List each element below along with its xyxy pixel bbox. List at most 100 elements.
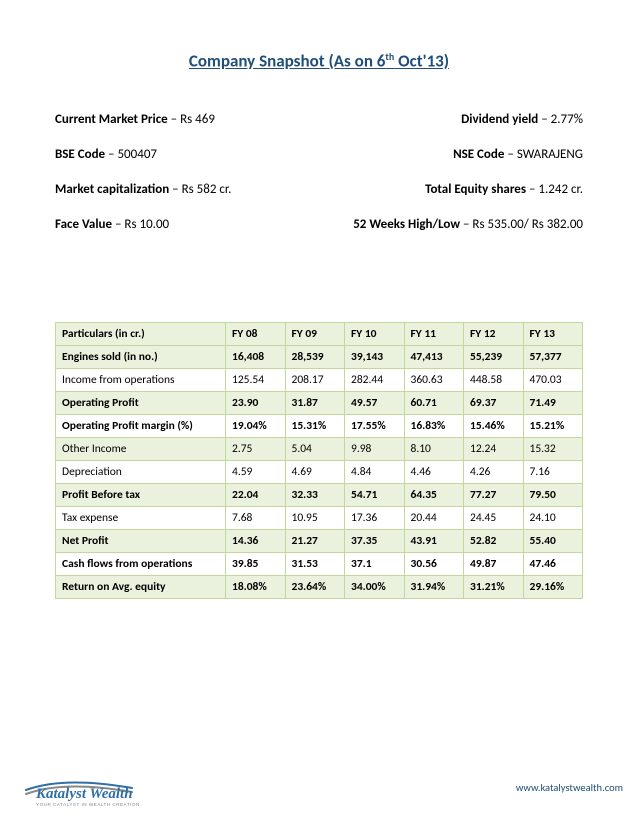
table-cell: 4.84 bbox=[345, 460, 405, 483]
summary-label: 52 Weeks High/Low bbox=[353, 217, 460, 232]
table-cell: Operating Profit margin (%) bbox=[56, 414, 226, 437]
table-cell: 5.04 bbox=[285, 437, 345, 460]
summary-value: Rs 582 cr. bbox=[169, 182, 231, 197]
logo-text-tag: YOUR CATALYST IN WEALTH CREATION bbox=[36, 802, 140, 807]
table-cell: 39.85 bbox=[226, 552, 286, 575]
summary-label: Total Equity shares bbox=[425, 182, 526, 197]
table-cell: Other Income bbox=[56, 437, 226, 460]
table-cell: 47.46 bbox=[523, 552, 583, 575]
table-cell: Income from operations bbox=[56, 368, 226, 391]
table-cell: 43.91 bbox=[404, 529, 464, 552]
table-cell: 360.63 bbox=[404, 368, 464, 391]
table-cell: 31.94% bbox=[404, 575, 464, 598]
table-cell: 52.82 bbox=[464, 529, 524, 552]
table-cell: 2.75 bbox=[226, 437, 286, 460]
table-cell: 15.46% bbox=[464, 414, 524, 437]
summary-value: 1.242 cr. bbox=[526, 182, 583, 197]
title-prefix: Company Snapshot (As on 6 bbox=[189, 51, 386, 72]
table-cell: 57,377 bbox=[523, 345, 583, 368]
table-cell: 23.64% bbox=[285, 575, 345, 598]
table-cell: Operating Profit bbox=[56, 391, 226, 414]
table-cell: 7.16 bbox=[523, 460, 583, 483]
summary-item: Face ValueRs 10.00 bbox=[55, 217, 319, 232]
table-row: Operating Profit23.9031.8749.5760.7169.3… bbox=[56, 391, 583, 414]
footer-link: www.katalystwealth.com bbox=[516, 781, 623, 794]
table-cell: 23.90 bbox=[226, 391, 286, 414]
table-cell: Depreciation bbox=[56, 460, 226, 483]
title-sup: th bbox=[385, 50, 394, 63]
summary-value: SWARAJENG bbox=[504, 147, 583, 162]
table-cell: 24.45 bbox=[464, 506, 524, 529]
summary-item: Dividend yield2.77% bbox=[319, 112, 583, 127]
summary-label: BSE Code bbox=[55, 147, 105, 162]
table-row: Income from operations125.54208.17282.44… bbox=[56, 368, 583, 391]
table-cell: 71.49 bbox=[523, 391, 583, 414]
table-cell: 10.95 bbox=[285, 506, 345, 529]
table-header-cell: FY 10 bbox=[345, 322, 405, 345]
table-cell: 79.50 bbox=[523, 483, 583, 506]
table-cell: 21.27 bbox=[285, 529, 345, 552]
table-cell: 34.00% bbox=[345, 575, 405, 598]
table-cell: 55.40 bbox=[523, 529, 583, 552]
table-cell: 60.71 bbox=[404, 391, 464, 414]
table-cell: 208.17 bbox=[285, 368, 345, 391]
table-cell: 64.35 bbox=[404, 483, 464, 506]
summary-label: Dividend yield bbox=[461, 112, 538, 127]
table-cell: 30.56 bbox=[404, 552, 464, 575]
table-cell: 7.68 bbox=[226, 506, 286, 529]
table-cell: Engines sold (in no.) bbox=[56, 345, 226, 368]
summary-item: BSE Code500407 bbox=[55, 147, 319, 162]
table-cell: 37.35 bbox=[345, 529, 405, 552]
table-cell: 24.10 bbox=[523, 506, 583, 529]
table-cell: 4.26 bbox=[464, 460, 524, 483]
summary-label: Current Market Price bbox=[55, 112, 168, 127]
table-cell: 125.54 bbox=[226, 368, 286, 391]
table-cell: 16,408 bbox=[226, 345, 286, 368]
table-cell: Net Profit bbox=[56, 529, 226, 552]
summary-label: NSE Code bbox=[453, 147, 504, 162]
table-cell: 31.21% bbox=[464, 575, 524, 598]
table-cell: 20.44 bbox=[404, 506, 464, 529]
summary-value: Rs 535.00/ Rs 382.00 bbox=[460, 217, 583, 232]
summary-item: NSE CodeSWARAJENG bbox=[319, 147, 583, 162]
table-cell: 15.32 bbox=[523, 437, 583, 460]
table-cell: 77.27 bbox=[464, 483, 524, 506]
table-cell: 15.21% bbox=[523, 414, 583, 437]
summary-value: 2.77% bbox=[538, 112, 583, 127]
page-title: Company Snapshot (As on 6th Oct'13) bbox=[55, 50, 583, 72]
table-cell: 448.58 bbox=[464, 368, 524, 391]
table-cell: 14.36 bbox=[226, 529, 286, 552]
table-row: Other Income2.755.049.988.1012.2415.32 bbox=[56, 437, 583, 460]
table-header-cell: FY 08 bbox=[226, 322, 286, 345]
financials-table: Particulars (in cr.)FY 08FY 09FY 10FY 11… bbox=[55, 322, 583, 599]
table-cell: 4.46 bbox=[404, 460, 464, 483]
table-cell: 8.10 bbox=[404, 437, 464, 460]
table-cell: 69.37 bbox=[464, 391, 524, 414]
table-row: Tax expense7.6810.9517.3620.4424.4524.10 bbox=[56, 506, 583, 529]
table-cell: 37.1 bbox=[345, 552, 405, 575]
table-cell: 55,239 bbox=[464, 345, 524, 368]
table-cell: 470.03 bbox=[523, 368, 583, 391]
table-cell: 47,413 bbox=[404, 345, 464, 368]
table-row: Engines sold (in no.)16,40828,53939,1434… bbox=[56, 345, 583, 368]
summary-value: Rs 10.00 bbox=[112, 217, 169, 232]
table-cell: 28,539 bbox=[285, 345, 345, 368]
table-cell: 39,143 bbox=[345, 345, 405, 368]
title-suffix: Oct'13) bbox=[394, 51, 449, 72]
table-row: Profit Before tax22.0432.3354.7164.3577.… bbox=[56, 483, 583, 506]
table-header-row: Particulars (in cr.)FY 08FY 09FY 10FY 11… bbox=[56, 322, 583, 345]
table-row: Net Profit14.3621.2737.3543.9152.8255.40 bbox=[56, 529, 583, 552]
summary-label: Face Value bbox=[55, 217, 112, 232]
table-row: Operating Profit margin (%)19.04%15.31%1… bbox=[56, 414, 583, 437]
table-cell: 31.87 bbox=[285, 391, 345, 414]
table-cell: Cash flows from operations bbox=[56, 552, 226, 575]
table-cell: Tax expense bbox=[56, 506, 226, 529]
summary-item: Market capitalizationRs 582 cr. bbox=[55, 182, 319, 197]
table-cell: 4.59 bbox=[226, 460, 286, 483]
table-cell: Profit Before tax bbox=[56, 483, 226, 506]
summary-item: 52 Weeks High/LowRs 535.00/ Rs 382.00 bbox=[319, 217, 583, 232]
table-header-cell: FY 12 bbox=[464, 322, 524, 345]
table-header-cell: FY 09 bbox=[285, 322, 345, 345]
brand-logo: Katalyst Wealth YOUR CATALYST IN WEALTH … bbox=[24, 768, 204, 808]
summary-label: Market capitalization bbox=[55, 182, 169, 197]
